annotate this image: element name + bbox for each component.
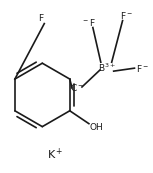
Text: C$^-$: C$^-$ — [70, 83, 84, 93]
Text: F$^-$: F$^-$ — [120, 10, 133, 21]
Text: F: F — [38, 14, 43, 23]
Text: $^-$F: $^-$F — [81, 17, 95, 28]
Text: K$^+$: K$^+$ — [47, 147, 63, 162]
Text: F$^-$: F$^-$ — [136, 63, 149, 74]
Text: OH: OH — [90, 123, 104, 132]
Text: B$^{3+}$: B$^{3+}$ — [98, 62, 116, 74]
